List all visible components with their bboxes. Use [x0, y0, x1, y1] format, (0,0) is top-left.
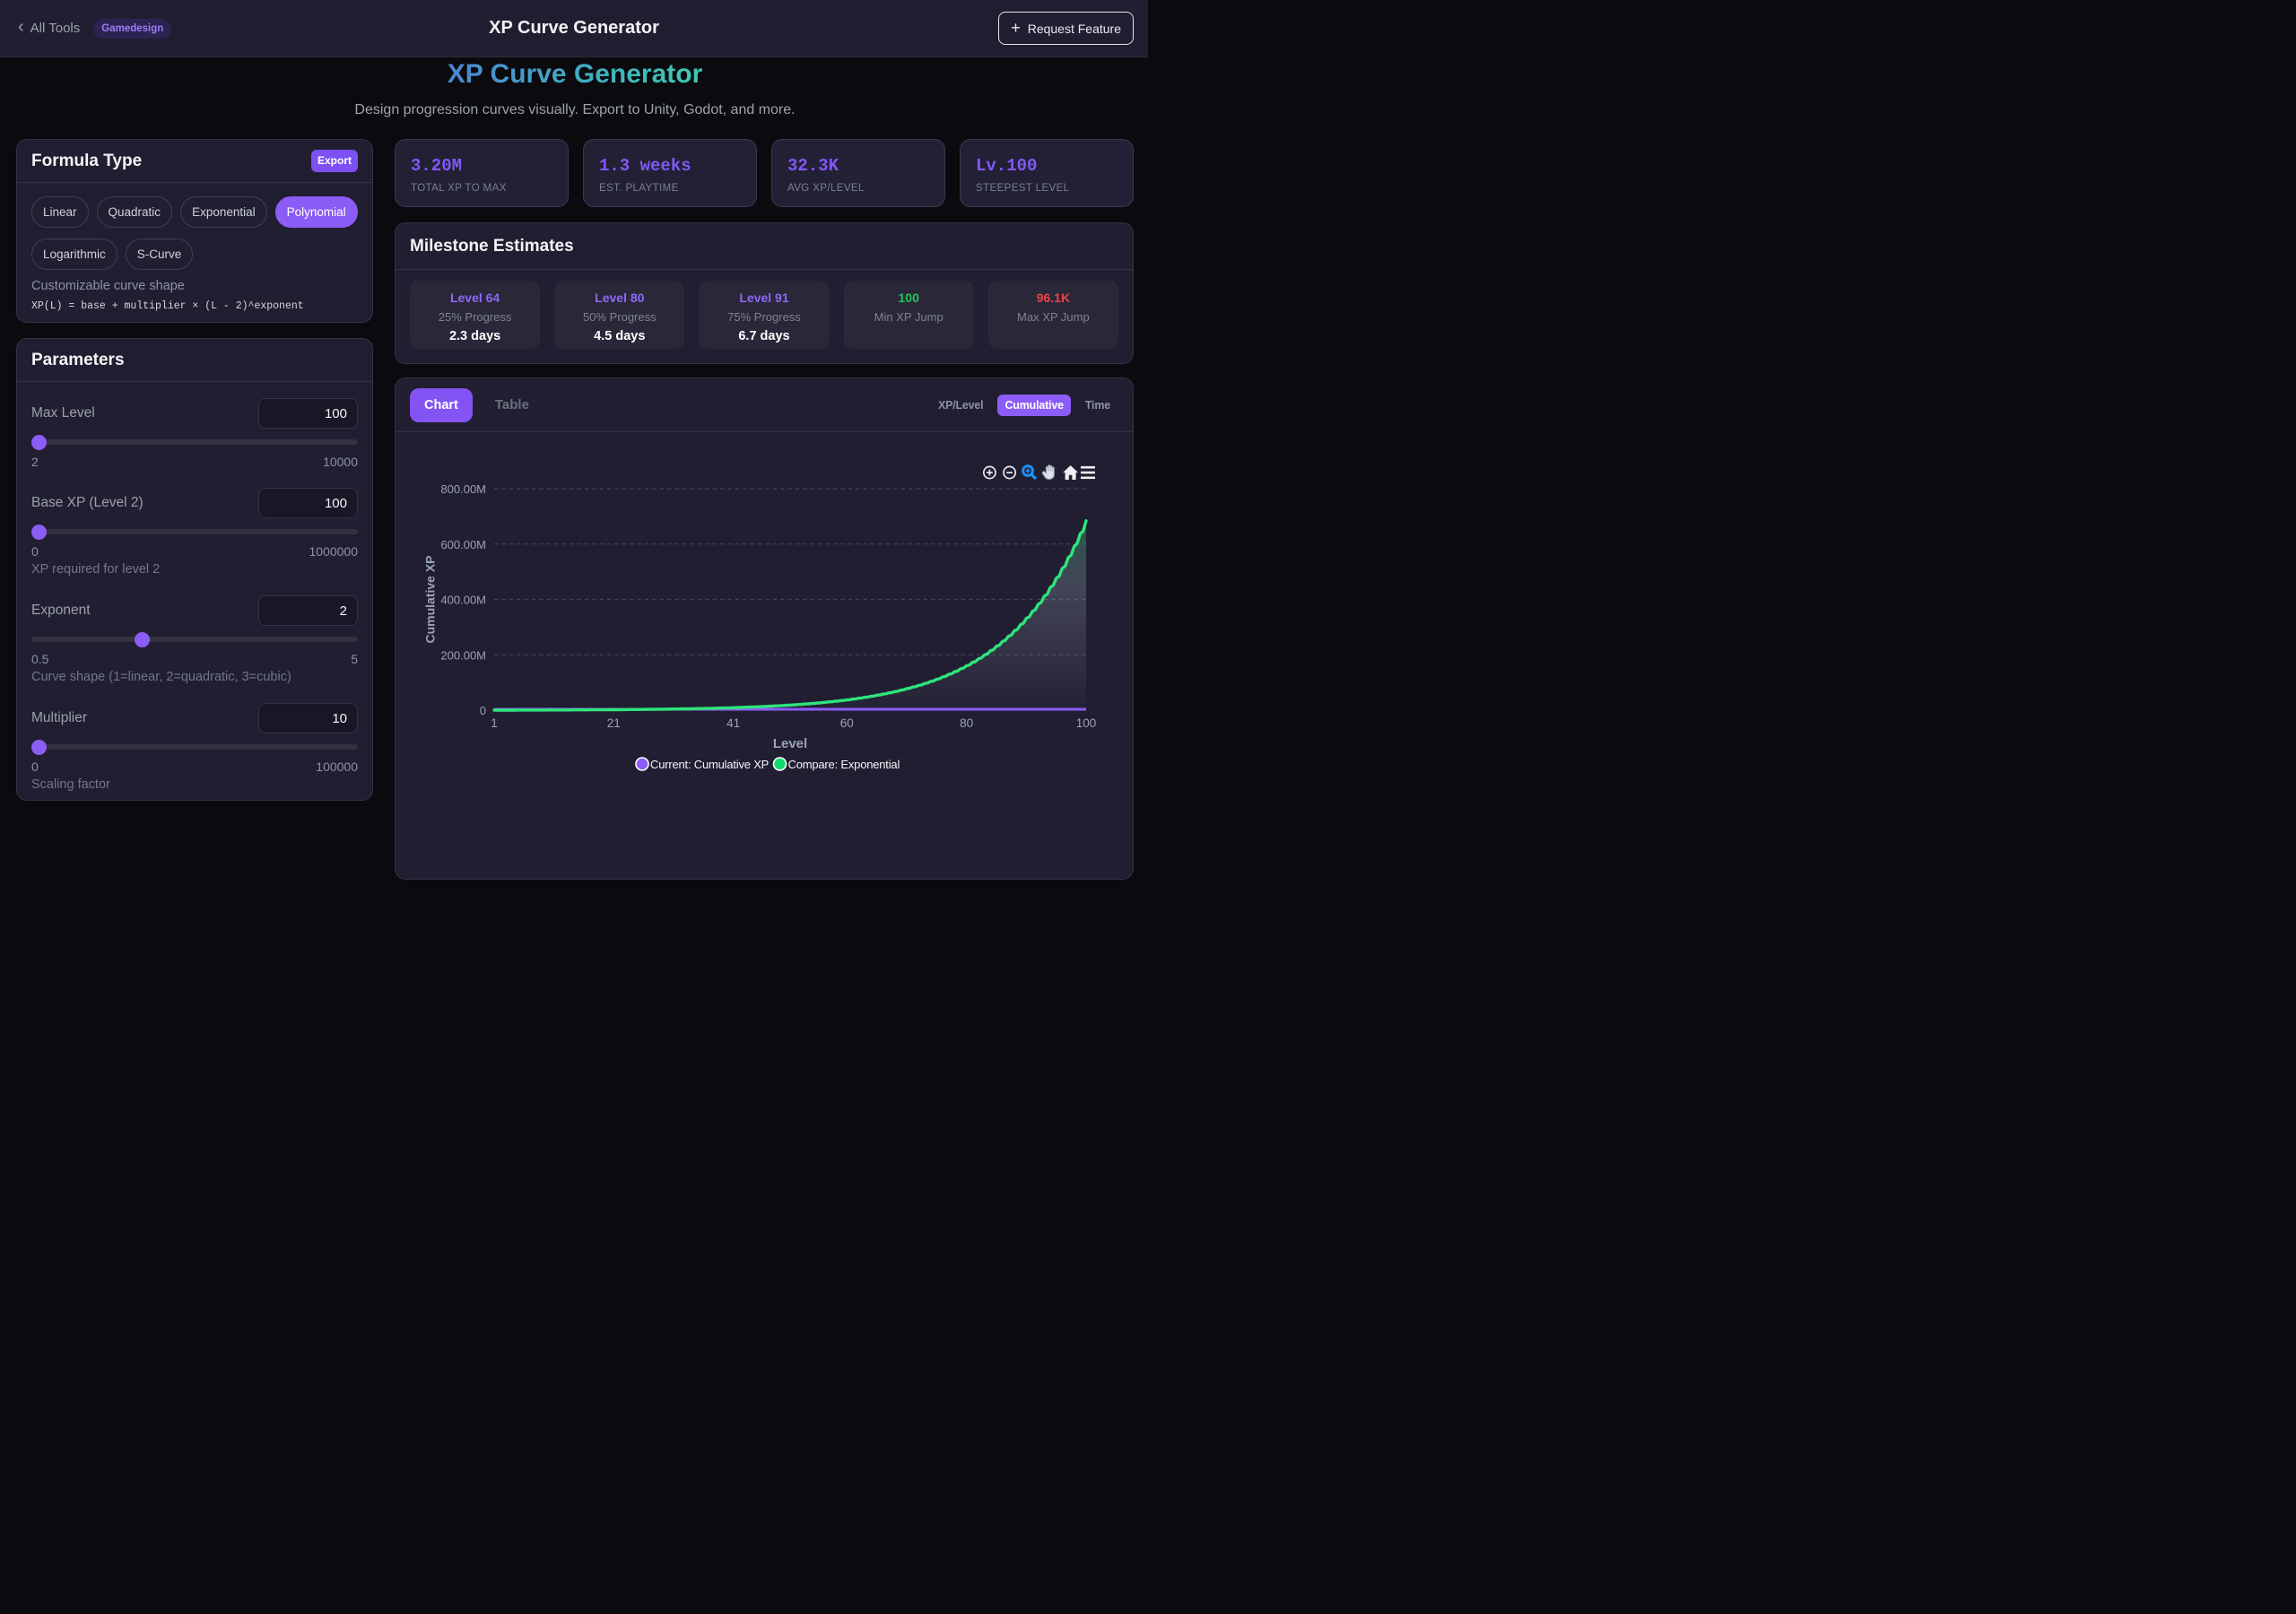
svg-text:200.00M: 200.00M	[440, 648, 486, 662]
svg-text:600.00M: 600.00M	[440, 538, 486, 551]
svg-text:100: 100	[1076, 716, 1097, 730]
svg-text:400.00M: 400.00M	[440, 594, 486, 607]
svg-text:Cumulative XP: Cumulative XP	[423, 555, 438, 643]
svg-text:1: 1	[491, 716, 498, 730]
svg-text:60: 60	[840, 716, 854, 730]
svg-text:21: 21	[607, 716, 621, 730]
svg-text:0: 0	[480, 704, 486, 717]
svg-text:41: 41	[726, 716, 740, 730]
svg-text:800.00M: 800.00M	[440, 482, 486, 496]
svg-text:Compare: Exponential: Compare: Exponential	[788, 758, 900, 771]
svg-text:Current: Cumulative XP: Current: Cumulative XP	[650, 758, 769, 771]
svg-text:80: 80	[960, 716, 973, 730]
svg-text:Level: Level	[773, 736, 807, 751]
